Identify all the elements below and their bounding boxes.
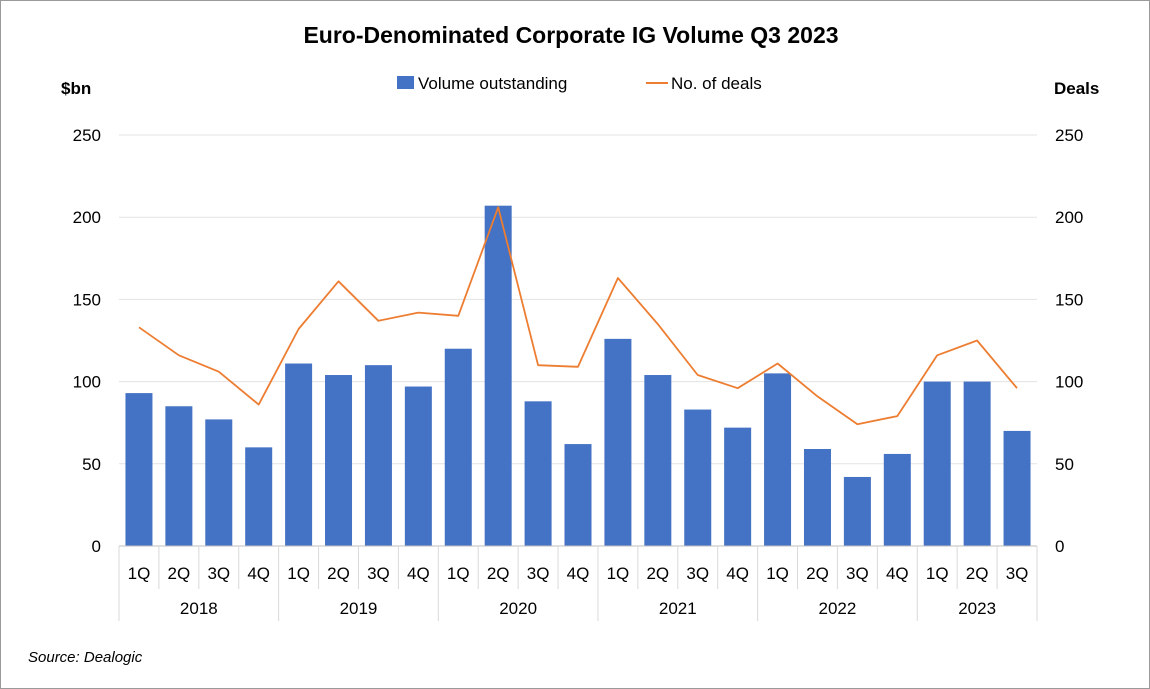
left-tick-label: 250 bbox=[73, 126, 101, 145]
volume-bar bbox=[285, 363, 313, 546]
quarter-tick-label: 4Q bbox=[247, 564, 270, 583]
volume-bar bbox=[245, 447, 273, 546]
year-label: 2021 bbox=[659, 599, 697, 618]
volume-bar bbox=[444, 348, 472, 546]
deals-line-layer bbox=[138, 206, 1018, 426]
volume-bar bbox=[484, 205, 512, 546]
volume-bar bbox=[404, 386, 432, 546]
quarter-tick-label: 4Q bbox=[886, 564, 909, 583]
volume-bar bbox=[843, 476, 871, 546]
quarter-tick-label: 3Q bbox=[1006, 564, 1029, 583]
quarter-tick-label: 1Q bbox=[447, 564, 470, 583]
quarter-tick-label: 4Q bbox=[567, 564, 590, 583]
volume-bar bbox=[1003, 430, 1031, 546]
volume-bar bbox=[963, 381, 991, 546]
quarter-tick-label: 1Q bbox=[128, 564, 151, 583]
volume-bar bbox=[684, 409, 712, 546]
year-label: 2020 bbox=[499, 599, 537, 618]
right-tick-label: 0 bbox=[1055, 537, 1064, 556]
left-tick-label: 150 bbox=[73, 290, 101, 309]
volume-bar bbox=[724, 427, 752, 546]
volume-bar bbox=[564, 444, 592, 546]
volume-bar bbox=[883, 453, 911, 546]
quarter-tick-label: 1Q bbox=[766, 564, 789, 583]
volume-bar bbox=[923, 381, 951, 546]
year-label: 2019 bbox=[340, 599, 378, 618]
quarter-tick-label: 3Q bbox=[527, 564, 550, 583]
volume-bar bbox=[524, 401, 552, 546]
volume-bar bbox=[205, 419, 233, 546]
right-axis-ticks: 0 50 100 150 200 250 bbox=[1055, 126, 1083, 556]
quarter-tick-label: 4Q bbox=[726, 564, 749, 583]
volume-bar bbox=[325, 375, 353, 546]
quarter-tick-label: 1Q bbox=[607, 564, 630, 583]
quarter-tick-label: 1Q bbox=[287, 564, 310, 583]
left-tick-label: 100 bbox=[73, 373, 101, 392]
right-tick-label: 50 bbox=[1055, 455, 1074, 474]
volume-bar bbox=[604, 338, 632, 546]
right-tick-label: 150 bbox=[1055, 290, 1083, 309]
left-axis-ticks: 0 50 100 150 200 250 bbox=[73, 126, 101, 556]
quarter-tick-label: 2Q bbox=[168, 564, 191, 583]
right-axis-unit: Deals bbox=[1054, 79, 1099, 98]
right-tick-label: 250 bbox=[1055, 126, 1083, 145]
volume-bar bbox=[165, 406, 193, 546]
quarter-tick-label: 4Q bbox=[407, 564, 430, 583]
quarter-tick-label: 2Q bbox=[646, 564, 669, 583]
legend-label-deals: No. of deals bbox=[671, 74, 762, 93]
quarter-tick-label: 3Q bbox=[207, 564, 230, 583]
source-note: Source: Dealogic bbox=[28, 649, 143, 666]
volume-bar bbox=[803, 449, 831, 546]
quarter-tick-label: 2Q bbox=[966, 564, 989, 583]
legend-swatch-volume bbox=[397, 76, 414, 89]
quarter-tick-label: 1Q bbox=[926, 564, 949, 583]
volume-bar bbox=[644, 375, 672, 546]
right-tick-label: 100 bbox=[1055, 373, 1083, 392]
year-label: 2018 bbox=[180, 599, 218, 618]
left-tick-label: 0 bbox=[92, 537, 101, 556]
year-label: 2022 bbox=[819, 599, 857, 618]
quarter-tick-label: 3Q bbox=[686, 564, 709, 583]
deals-line bbox=[138, 206, 1018, 426]
x-axis: 1Q 2Q 3Q 4Q 1Q 2Q 3Q 4Q 1Q 2Q 3Q 4Q 1Q 2Q 3Q 4Q 1Q 2Q 3Q 4Q… bbox=[118, 545, 1038, 621]
quarter-tick-label: 3Q bbox=[367, 564, 390, 583]
quarter-tick-label: 2Q bbox=[806, 564, 829, 583]
left-tick-label: 50 bbox=[82, 455, 101, 474]
quarter-tick-label: 3Q bbox=[846, 564, 869, 583]
volume-bar bbox=[364, 365, 392, 546]
year-label: 2023 bbox=[958, 599, 996, 618]
quarter-tick-label: 2Q bbox=[487, 564, 510, 583]
chart-title: Euro-Denominated Corporate IG Volume Q3 … bbox=[303, 22, 838, 48]
legend: Volume outstanding No. of deals bbox=[397, 74, 762, 93]
legend-label-volume: Volume outstanding bbox=[418, 74, 567, 93]
left-axis-unit: $bn bbox=[61, 79, 91, 98]
volume-bars bbox=[125, 205, 1031, 546]
quarter-tick-label: 2Q bbox=[327, 564, 350, 583]
right-tick-label: 200 bbox=[1055, 208, 1083, 227]
left-tick-label: 200 bbox=[73, 208, 101, 227]
volume-bar bbox=[764, 373, 792, 546]
volume-bar bbox=[125, 393, 153, 546]
